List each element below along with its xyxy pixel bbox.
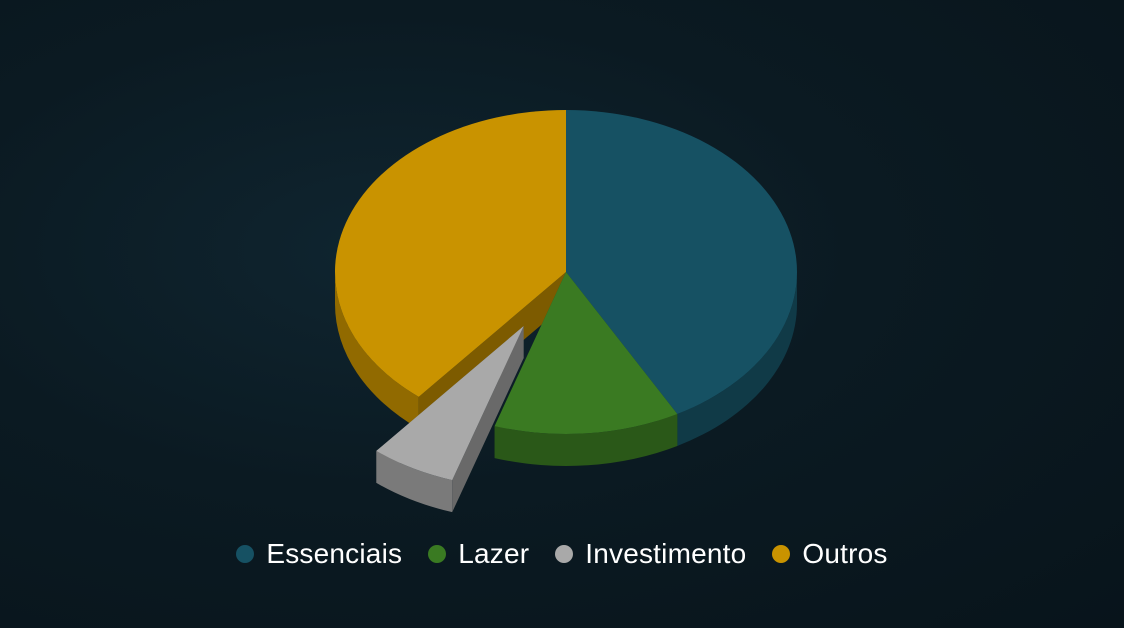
legend-item-lazer: Lazer [428, 538, 529, 570]
chart-legend: Essenciais Lazer Investimento Outros [0, 534, 1124, 574]
pie-side-lazer [494, 413, 678, 466]
pie-top-outros [335, 109, 566, 397]
legend-label-lazer: Lazer [458, 538, 530, 569]
legend-label-outros: Outros [802, 538, 888, 569]
pie-side-outros [335, 272, 419, 429]
legend-swatch-lazer [428, 545, 447, 563]
legend-item-essenciais: Essenciais [236, 538, 402, 570]
legend-swatch-outros [772, 545, 791, 563]
legend-swatch-essenciais [236, 545, 255, 563]
pie-side-essenciais [677, 272, 797, 446]
legend-label-investimento: Investimento [585, 538, 747, 569]
pie-top-essenciais [566, 110, 798, 414]
pie-top-layer [335, 109, 798, 481]
legend-item-outros: Outros [772, 538, 887, 570]
pie-top-investimento [376, 326, 524, 481]
pie-side-investimento [376, 450, 453, 513]
legend-label-essenciais: Essenciais [266, 538, 403, 569]
pie-top-lazer [494, 272, 678, 434]
legend-swatch-investimento [555, 545, 574, 563]
legend-item-investimento: Investimento [555, 538, 746, 570]
